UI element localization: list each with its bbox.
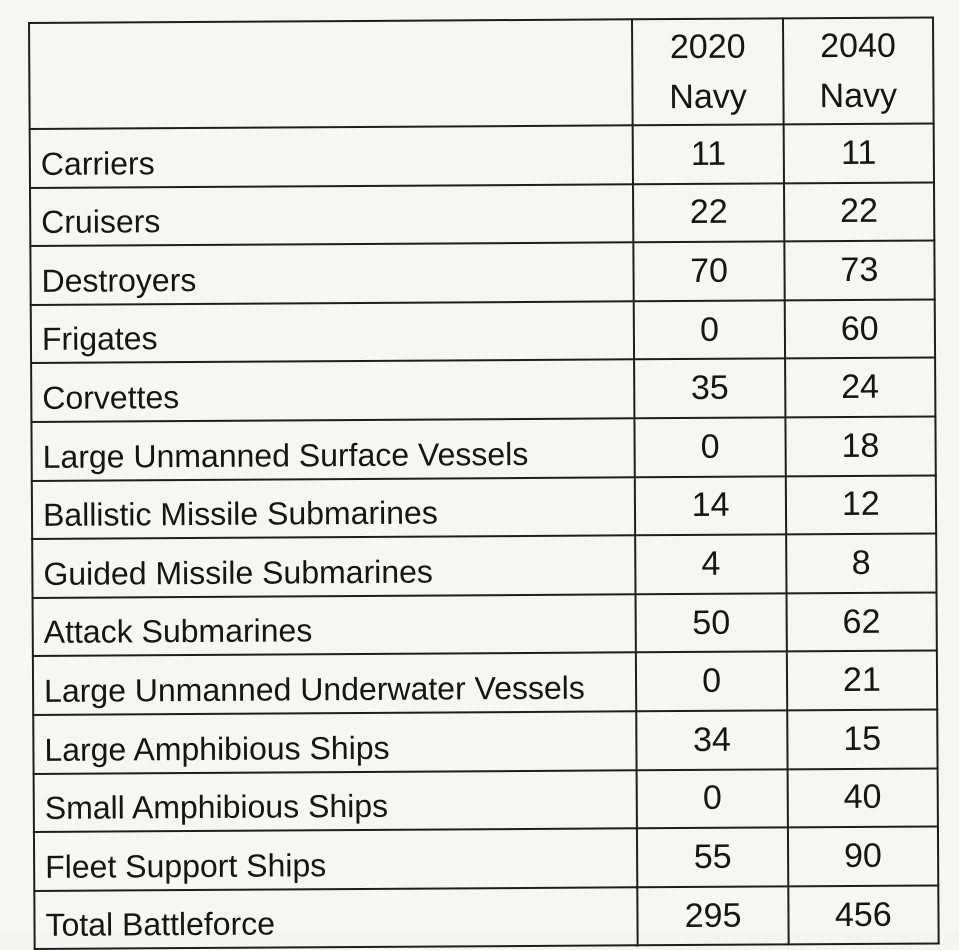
value-2040: 456 [788, 885, 939, 945]
row-label: Large Amphibious Ships [33, 711, 638, 774]
value-2040: 18 [785, 416, 936, 476]
row-label: Total Battleforce [34, 887, 639, 950]
navy-fleet-table: 2020 Navy 2040 Navy Carriers 11 11 Cruis… [28, 16, 940, 950]
table-row: Guided Missile Submarines 4 8 [32, 533, 937, 598]
value-2040: 24 [784, 357, 936, 418]
header-2020-year: 2020 [669, 27, 746, 67]
row-label: Fleet Support Ships [33, 828, 638, 891]
row-label: Large Unmanned Underwater Vessels [32, 652, 637, 715]
value-2020: 0 [634, 417, 786, 477]
value-2040: 40 [787, 767, 938, 828]
value-2020: 14 [635, 475, 786, 536]
table-row: Large Unmanned Underwater Vessels 0 21 [32, 650, 938, 715]
value-2020: 0 [634, 300, 785, 360]
value-2040: 90 [787, 826, 939, 887]
value-2020: 295 [637, 886, 789, 946]
value-2020: 70 [633, 241, 785, 302]
value-2040: 21 [786, 650, 938, 711]
value-2020: 34 [636, 710, 788, 770]
value-2040: 22 [783, 182, 935, 242]
table-row: Cruisers 22 22 [30, 182, 935, 247]
header-empty-cell [29, 19, 634, 129]
row-label: Cruisers [30, 183, 634, 247]
row-label: Small Amphibious Ships [33, 769, 638, 833]
table-row: Small Amphibious Ships 0 40 [33, 767, 938, 833]
value-2020: 11 [633, 124, 784, 184]
table-row: Destroyers 70 73 [30, 240, 935, 305]
row-label: Ballistic Missile Submarines [31, 476, 636, 540]
row-label: Large Unmanned Surface Vessels [31, 418, 636, 481]
row-label: Corvettes [31, 359, 635, 422]
value-2040: 12 [785, 475, 937, 535]
value-2040: 15 [786, 709, 938, 769]
value-2020: 35 [634, 358, 786, 419]
value-2020: 4 [635, 534, 787, 595]
table-row: Ballistic Missile Submarines 14 12 [31, 475, 937, 540]
value-2020: 55 [637, 827, 789, 888]
table-row: Large Amphibious Ships 34 15 [33, 709, 938, 774]
row-label: Frigates [30, 301, 635, 364]
header-2020-navy: 2020 Navy [632, 18, 784, 126]
table-row: Attack Submarines 50 62 [32, 592, 937, 657]
value-2020: 0 [637, 768, 788, 829]
table-row-total: Total Battleforce 295 456 [34, 885, 939, 950]
value-2040: 60 [784, 299, 936, 359]
header-2020-navy-label: Navy [669, 77, 747, 117]
table-body: Carriers 11 11 Cruisers 22 22 Destroyers… [29, 123, 939, 950]
row-label: Destroyers [30, 242, 635, 305]
value-2040: 11 [783, 123, 934, 183]
value-2040: 8 [785, 533, 937, 594]
table-row: Large Unmanned Surface Vessels 0 18 [31, 416, 936, 481]
header-2040-navy-label: Navy [819, 76, 898, 116]
row-label: Carriers [29, 125, 634, 188]
table-row: Corvettes 35 24 [31, 357, 936, 422]
row-label: Guided Missile Submarines [32, 535, 636, 598]
table-row: Carriers 11 11 [29, 123, 934, 188]
header-2040-navy: 2040 Navy [782, 17, 934, 125]
value-2040: 62 [786, 592, 937, 652]
value-2020: 22 [633, 182, 785, 243]
value-2040: 73 [784, 240, 935, 301]
value-2020: 0 [636, 651, 787, 712]
table-row: Frigates 0 60 [30, 299, 936, 364]
row-label: Attack Submarines [32, 594, 637, 657]
table-header-row: 2020 Navy 2040 Navy [29, 17, 934, 129]
table-row: Fleet Support Ships 55 90 [33, 826, 939, 891]
value-2020: 50 [635, 593, 787, 653]
header-2040-year: 2040 [820, 26, 896, 66]
